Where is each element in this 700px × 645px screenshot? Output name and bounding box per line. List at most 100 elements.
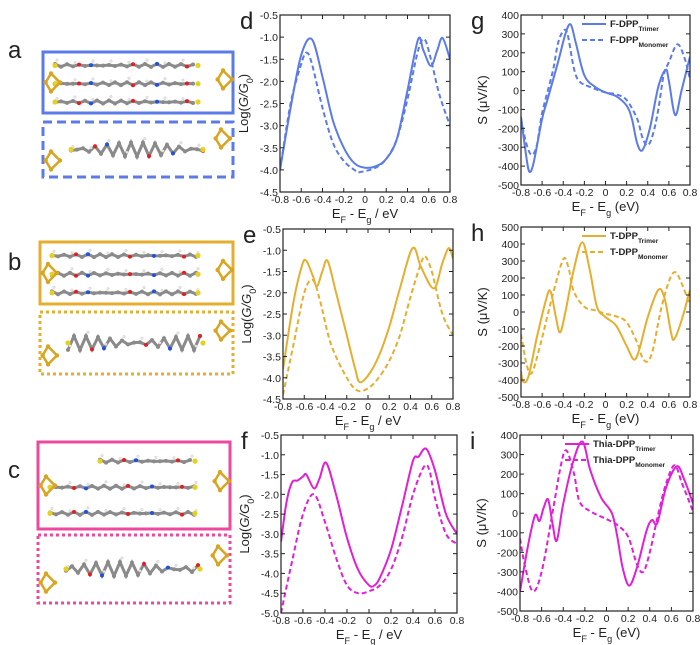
gold-atom — [43, 589, 49, 594]
atom — [168, 485, 172, 490]
x-tick-label: -0.8 — [271, 194, 289, 206]
atom — [128, 272, 132, 277]
atom — [71, 64, 75, 69]
series-line-dashed — [280, 37, 450, 174]
trimer-structure — [41, 50, 235, 115]
atom — [143, 83, 147, 88]
hydrogen-atom — [181, 78, 185, 82]
atom — [138, 484, 142, 489]
gold-atom — [57, 158, 63, 163]
atom — [89, 81, 93, 86]
gold-atom — [48, 149, 54, 154]
x-tick-label: -0.6 — [292, 194, 310, 206]
hydrogen-atom — [163, 77, 167, 81]
sulfur-atom — [63, 566, 69, 572]
label-part: 0 — [246, 499, 256, 504]
atom — [77, 62, 81, 67]
atom — [132, 340, 136, 345]
atom — [62, 273, 66, 278]
atom — [167, 82, 171, 87]
atom — [170, 254, 174, 259]
atom — [168, 346, 172, 351]
legend-entry: T-DPPMonomer — [582, 247, 668, 261]
atom — [95, 98, 99, 103]
y-tick-label: -3.0 — [260, 121, 278, 133]
atom — [78, 512, 82, 517]
hydrogen-atom — [127, 60, 131, 64]
x-tick-label: -0.4 — [313, 194, 331, 206]
hydrogen-atom — [176, 481, 180, 485]
gold-atom — [229, 77, 235, 82]
hydrogen-atom — [70, 288, 74, 292]
atom — [125, 80, 129, 85]
atom — [143, 99, 147, 104]
atom — [108, 510, 112, 515]
atom — [125, 64, 129, 69]
atom — [126, 483, 130, 488]
x-tick-label: 0.2 — [621, 613, 636, 625]
atom — [170, 459, 174, 464]
atom — [180, 512, 184, 517]
atom — [113, 80, 117, 85]
atom — [173, 99, 177, 104]
atom — [188, 252, 192, 257]
gold-atom — [229, 267, 235, 273]
sulfur-atom — [52, 62, 58, 69]
label-part: - E — [350, 627, 371, 642]
gold-atom — [220, 86, 226, 91]
sulfur-atom — [47, 510, 53, 516]
carbon-backbone — [70, 138, 204, 161]
atom — [120, 338, 124, 343]
atom — [148, 571, 152, 576]
gold-atom — [38, 483, 43, 488]
hydrogen-atom — [73, 95, 77, 99]
hydrogen-atom — [127, 76, 131, 80]
hydrogen-atom — [145, 79, 149, 83]
charts: d-0.8 -0.6 -0.4 -0.2 0 0.2 0.4 0.6 0.8-4.5-4.0-3… — [236, 8, 700, 645]
y-tick-label: -4.5 — [261, 588, 279, 600]
y-tick-label: -300 — [498, 142, 519, 154]
x-tick-label: -0.2 — [576, 613, 594, 625]
atom — [107, 82, 111, 87]
label-part: ) — [239, 284, 254, 288]
atom — [150, 511, 154, 516]
atom — [99, 151, 103, 156]
sulfur-atom — [195, 290, 201, 296]
atom — [60, 510, 64, 515]
atom — [126, 511, 130, 516]
label-part: 0 — [248, 289, 258, 294]
chart-g: g -0.8 -0.6 -0.4 -0.2 0 0.2 0.4 0.6 0.8 -500 -400 -3… — [471, 8, 697, 218]
hydrogen-atom — [55, 58, 59, 62]
panel-letter-g: g — [471, 8, 484, 35]
x-tick-label: 0.8 — [443, 194, 458, 206]
atom — [156, 511, 160, 516]
atom — [98, 273, 102, 278]
panel-letter-i: i — [470, 428, 475, 455]
carbon-backbone — [99, 458, 191, 465]
hydrogen-atom — [178, 249, 182, 253]
chart-f: f -0.8 -0.6 -0.4 -0.2 0 0.2 0.4 0.6 0.8 -5.0 -4.5 -4… — [237, 428, 464, 645]
x-tick-label: 0.4 — [403, 401, 418, 413]
x-tick-label: 0 — [603, 399, 609, 411]
atom — [152, 253, 156, 258]
label-part: - E — [587, 625, 608, 640]
atom — [158, 292, 162, 297]
atom — [101, 80, 105, 85]
x-tick-label: -0.2 — [575, 187, 593, 199]
atom — [172, 567, 176, 572]
atom — [144, 486, 148, 491]
atom — [144, 511, 148, 516]
y-tick-label: 400 — [501, 10, 519, 22]
atom — [95, 82, 99, 87]
hydrogen-atom — [91, 97, 95, 101]
y-tick-label: -3.5 — [260, 143, 278, 155]
hydrogen-atom — [142, 250, 146, 254]
atom — [182, 292, 186, 297]
trimer-structure — [38, 240, 235, 306]
hydrogen-atom — [127, 97, 131, 101]
hydrogen-atom — [142, 286, 146, 290]
x-tick-label: 0 — [365, 401, 371, 413]
sulfur-atom — [195, 253, 201, 259]
hydrogen-atom — [84, 558, 88, 562]
hydrogen-atom — [179, 141, 183, 145]
